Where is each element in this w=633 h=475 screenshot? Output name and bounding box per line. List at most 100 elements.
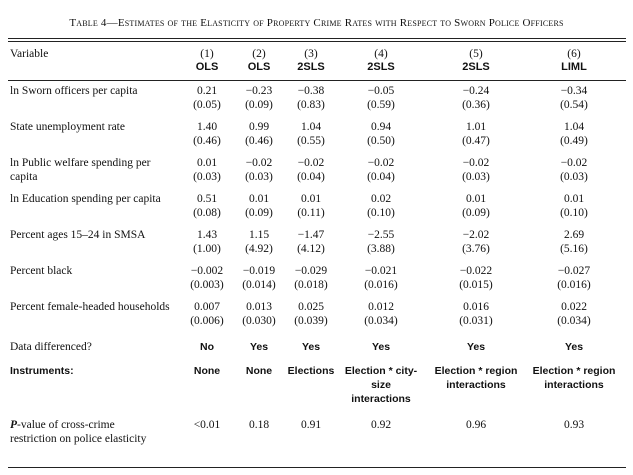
pvalue: 0.92 (370, 419, 392, 431)
standard-error: (0.49) (560, 135, 588, 147)
coefficient: −0.24 (462, 85, 490, 97)
coefficient: −0.019 (242, 265, 276, 277)
column-estimator: 2SLS (367, 61, 395, 73)
standard-error: (0.031) (459, 315, 493, 327)
column-header-2: (2) OLS (231, 48, 287, 74)
coefficient: −0.022 (459, 265, 493, 277)
standard-error: (0.006) (190, 315, 224, 327)
standard-error: (0.46) (245, 135, 273, 147)
coefficient: 0.01 (300, 193, 322, 205)
standard-error: (0.05) (193, 99, 221, 111)
coefficient: 0.016 (463, 301, 489, 313)
coefficient: 0.01 (465, 193, 487, 205)
standard-error: (0.83) (297, 99, 325, 111)
row-label: State unemployment rate (10, 121, 125, 133)
coefficient: 0.01 (563, 193, 585, 205)
standard-error: (0.59) (367, 99, 395, 111)
coefficient: 1.01 (465, 121, 487, 133)
differenced-value: Yes (466, 341, 486, 353)
coefficient: −0.02 (462, 157, 490, 169)
coefficient: 0.022 (561, 301, 587, 313)
coefficient: 0.94 (370, 121, 392, 133)
column-estimator: 2SLS (462, 61, 490, 73)
coefficient: −0.002 (190, 265, 224, 277)
coefficient: 0.01 (196, 157, 218, 169)
coefficient: 1.43 (196, 229, 218, 241)
coefficient: −0.02 (245, 157, 273, 169)
coefficient: −0.34 (560, 85, 588, 97)
standard-error: (0.47) (462, 135, 490, 147)
coefficient: 1.04 (563, 121, 585, 133)
row-label: Instruments: (10, 365, 74, 377)
column-header-4: (4) 2SLS (342, 48, 420, 74)
standard-error: (3.76) (462, 243, 490, 255)
standard-error: (0.03) (245, 171, 273, 183)
coefficient: −0.38 (297, 85, 325, 97)
standard-error: (0.018) (294, 279, 328, 291)
differenced-value: Yes (301, 341, 321, 353)
standard-error: (3.88) (367, 243, 395, 255)
row-label: ln Education spending per capita (10, 193, 161, 205)
coefficient: 0.013 (246, 301, 272, 313)
pvalue: 0.96 (465, 419, 487, 431)
standard-error: (0.003) (190, 279, 224, 291)
coefficient: −0.02 (297, 157, 325, 169)
row-label: Percent female-headed households (10, 301, 170, 313)
table-title: Table 4—Estimates of the Elasticity of P… (69, 17, 564, 29)
coefficient: −0.029 (294, 265, 328, 277)
standard-error: (0.10) (560, 207, 588, 219)
column-number: (4) (374, 48, 388, 60)
standard-error: (0.015) (459, 279, 493, 291)
standard-error: (0.03) (193, 171, 221, 183)
standard-error: (4.12) (297, 243, 325, 255)
instrument-value: Election * region interactions (434, 365, 518, 391)
column-estimator: 2SLS (297, 61, 325, 73)
instrument-value: None (193, 365, 221, 377)
pvalue: 0.18 (248, 419, 270, 431)
coefficient: −0.23 (245, 85, 273, 97)
column-header-1: (1) OLS (179, 48, 235, 74)
column-number: (5) (469, 48, 483, 60)
instrument-value: Election * city-size interactions (344, 365, 418, 405)
differenced-value: Yes (249, 341, 269, 353)
coefficient: 0.02 (370, 193, 392, 205)
column-header-3: (3) 2SLS (281, 48, 341, 74)
instrument-value: None (245, 365, 273, 377)
standard-error: (0.46) (193, 135, 221, 147)
top-rule-2 (8, 41, 626, 42)
column-estimator: OLS (247, 61, 271, 73)
standard-error: (0.09) (245, 99, 273, 111)
standard-error: (0.04) (367, 171, 395, 183)
standard-error: (0.08) (193, 207, 221, 219)
column-estimator: OLS (195, 61, 219, 73)
coefficient: 0.51 (196, 193, 218, 205)
coefficient: −2.02 (462, 229, 490, 241)
standard-error: (0.03) (462, 171, 490, 183)
standard-error: (0.039) (294, 315, 328, 327)
standard-error: (0.11) (297, 207, 325, 219)
coefficient: 0.99 (248, 121, 270, 133)
standard-error: (4.92) (245, 243, 273, 255)
standard-error: (0.36) (462, 99, 490, 111)
coefficient: 1.04 (300, 121, 322, 133)
coefficient: 0.007 (194, 301, 220, 313)
standard-error: (0.034) (557, 315, 591, 327)
differenced-value: No (200, 341, 214, 353)
coefficient: −0.027 (557, 265, 591, 277)
standard-error: (0.034) (364, 315, 398, 327)
standard-error: (0.09) (245, 207, 273, 219)
standard-error: (0.10) (367, 207, 395, 219)
standard-error: (0.55) (297, 135, 325, 147)
bottom-rule (8, 467, 626, 468)
row-label: Percent ages 15–24 in SMSA (10, 229, 146, 241)
standard-error: (0.54) (560, 99, 588, 111)
row-label: Data differenced? (10, 341, 92, 353)
coefficient: 0.01 (248, 193, 270, 205)
coefficient: 0.012 (368, 301, 394, 313)
coefficient: −0.02 (560, 157, 588, 169)
standard-error: (0.014) (242, 279, 276, 291)
p-symbol: P (10, 419, 18, 431)
differenced-value: Yes (564, 341, 584, 353)
coefficient: 2.69 (563, 229, 585, 241)
coefficient: −0.021 (364, 265, 398, 277)
